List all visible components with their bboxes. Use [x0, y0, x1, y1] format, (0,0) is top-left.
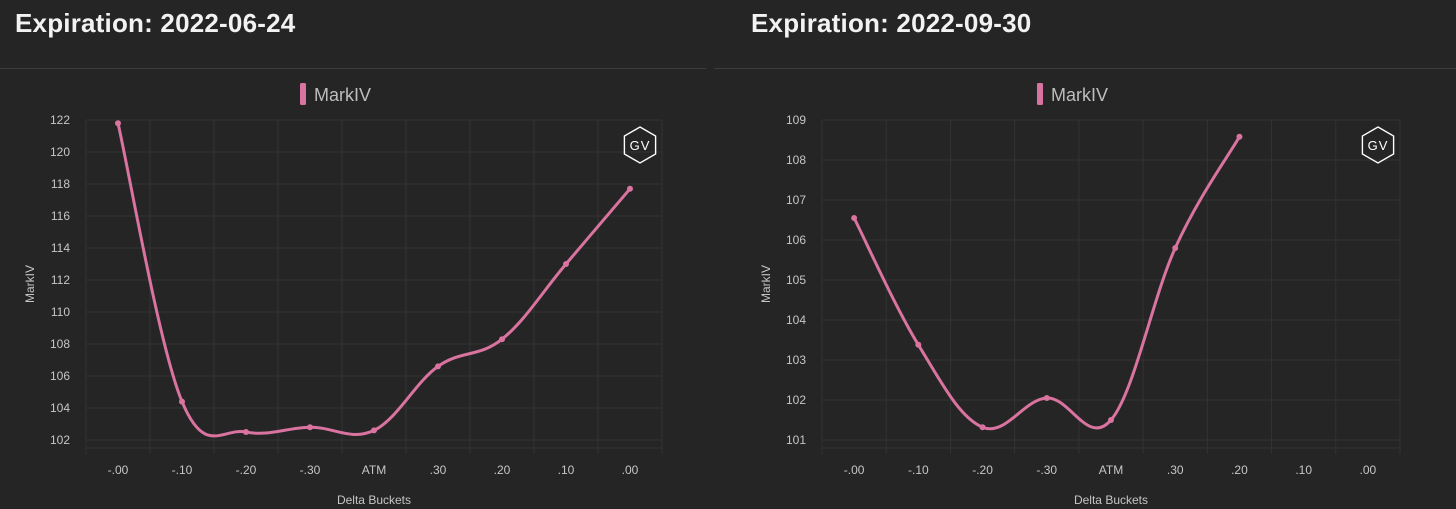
- data-point: [851, 215, 858, 221]
- y-tick-label: 112: [51, 273, 70, 287]
- y-tick-label: 106: [50, 369, 70, 383]
- x-tick-label: -.10: [908, 463, 929, 477]
- data-point: [1043, 395, 1050, 401]
- divider: [0, 68, 706, 69]
- x-tick-label: -.20: [972, 463, 993, 477]
- gv-logo-icon: [623, 126, 657, 164]
- data-point: [499, 336, 505, 343]
- y-tick-label: 107: [786, 193, 806, 207]
- x-tick-label: -.30: [1036, 463, 1057, 477]
- x-tick-label: -.30: [300, 463, 321, 477]
- y-tick-label: 104: [50, 401, 70, 415]
- legend-label: MarkIV: [1051, 85, 1108, 105]
- chart-svg: 102 104 106 108 110 112 114 116 118 120 122 -.00 -.1…: [23, 83, 663, 507]
- y-tick-label: 120: [50, 145, 70, 159]
- y-tick-label: 118: [51, 177, 70, 191]
- y-tick-label: 108: [50, 337, 70, 351]
- y-tick-label: 116: [51, 209, 70, 223]
- y-tick-label: 103: [786, 353, 806, 367]
- y-tick-label: 105: [786, 273, 806, 287]
- y-tick-label: 104: [786, 313, 806, 327]
- divider: [714, 68, 1456, 69]
- chart-panel-right: Expiration: 2022-09-30 101 102 103 104 105 10…: [714, 0, 1456, 509]
- data-point: [1108, 417, 1114, 423]
- data-point: [627, 185, 633, 192]
- gv-logo-text: GV: [630, 138, 651, 153]
- legend-swatch: [300, 83, 306, 105]
- data-point: [115, 120, 121, 127]
- x-tick-label: .30: [1167, 463, 1184, 477]
- y-tick-label: 110: [51, 305, 70, 319]
- y-tick-label: 114: [51, 241, 70, 255]
- series-line-markiv: [116, 121, 632, 438]
- chart-title: Expiration: 2022-09-30: [751, 8, 1032, 38]
- x-axis-title: Delta Buckets: [1074, 493, 1148, 507]
- data-point: [1236, 133, 1243, 140]
- data-point: [371, 427, 377, 434]
- chart-svg: 101 102 103 104 105 106 107 108 109 -.00 -.10 -.20 -…: [759, 83, 1401, 507]
- gv-logo-text: GV: [1368, 138, 1389, 153]
- x-tick-label: -.00: [108, 463, 129, 477]
- x-tick-label: ATM: [1099, 463, 1123, 477]
- y-tick-label: 101: [786, 433, 806, 447]
- x-tick-label: .30: [430, 463, 447, 477]
- x-tick-label: ATM: [362, 463, 386, 477]
- x-tick-label: .20: [1231, 463, 1248, 477]
- y-axis-title: MarkIV: [23, 265, 37, 303]
- x-tick-label: -.10: [172, 463, 193, 477]
- x-tick-label: -.20: [236, 463, 257, 477]
- y-tick-label: 102: [50, 433, 70, 447]
- y-tick-label: 109: [786, 113, 806, 127]
- x-tick-label: -.00: [844, 463, 865, 477]
- data-point: [979, 424, 986, 431]
- y-tick-label: 102: [786, 393, 806, 407]
- data-point: [435, 363, 441, 370]
- y-tick-label: 122: [50, 113, 70, 127]
- data-point: [1172, 245, 1179, 251]
- x-axis-title: Delta Buckets: [337, 493, 411, 507]
- data-point: [243, 429, 249, 435]
- x-tick-label: .20: [494, 463, 511, 477]
- x-tick-label: .10: [558, 463, 575, 477]
- data-point: [307, 424, 313, 431]
- chart-panel-left: Expiration: 2022-06-24 102 104 106 108 110 11…: [0, 0, 706, 509]
- legend-swatch: [1037, 83, 1043, 105]
- series-line-markiv: [852, 135, 1241, 431]
- data-point: [563, 261, 569, 267]
- x-tick-label: .10: [1295, 463, 1312, 477]
- data-point: [915, 341, 922, 348]
- y-tick-label: 108: [786, 153, 806, 167]
- data-point: [179, 398, 185, 405]
- legend-label: MarkIV: [314, 85, 371, 105]
- x-tick-label: .00: [622, 463, 639, 477]
- gv-logo-icon: [1361, 126, 1395, 164]
- y-tick-label: 106: [786, 233, 806, 247]
- x-tick-label: .00: [1360, 463, 1377, 477]
- chart-title: Expiration: 2022-06-24: [15, 8, 296, 38]
- y-axis-title: MarkIV: [759, 265, 773, 303]
